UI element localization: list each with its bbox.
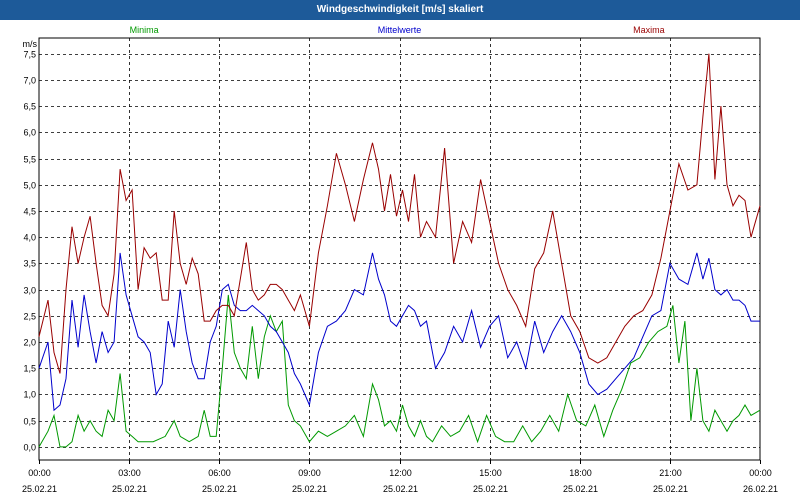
wind-speed-chart: 0,0 0,5 1,0 1,5 2,0 2,5 3,0 3,5 4,0 4,5 5,0 5,5 6,0 6… <box>22 25 778 494</box>
y-tick-label: 5,0 <box>23 181 36 191</box>
legend-label-mittelwerte: Mittelwerte <box>378 25 422 35</box>
x-tick-time-label: 03:00 <box>118 468 141 478</box>
x-tick-date-label: 25.02.21 <box>22 484 57 494</box>
y-tick-label: 4,0 <box>23 233 36 243</box>
y-tick-label: 6,0 <box>23 128 36 138</box>
y-tick-label: 3,5 <box>23 259 36 269</box>
x-tick-date-label: 25.02.21 <box>563 484 598 494</box>
y-axis-label: m/s <box>23 39 38 49</box>
x-tick-date-label: 25.02.21 <box>473 484 508 494</box>
x-tick-date-label: 25.02.21 <box>292 484 327 494</box>
chart-title: Windgeschwindigkeit [m/s] skaliert <box>0 0 800 20</box>
x-tick-date-label: 26.02.21 <box>743 484 778 494</box>
x-tick-time-label: 18:00 <box>569 468 592 478</box>
plot-frame <box>38 37 761 461</box>
x-tick-time-label: 09:00 <box>298 468 321 478</box>
x-tick-date-label: 25.02.21 <box>112 484 147 494</box>
x-tick-date-label: 25.02.21 <box>202 484 237 494</box>
y-tick-label: 7,0 <box>23 76 36 86</box>
y-tick-label: 2,5 <box>23 312 36 322</box>
x-tick-date-label: 25.02.21 <box>653 484 688 494</box>
series-line-maxima <box>38 53 761 374</box>
y-tick-label: 3,0 <box>23 286 36 296</box>
y-tick-label: 0,0 <box>23 443 36 453</box>
legend-label-minima: Minima <box>130 25 159 35</box>
y-tick-label: 0,5 <box>23 417 36 427</box>
series-line-minima <box>38 294 761 448</box>
x-tick-time-label: 12:00 <box>389 468 412 478</box>
legend-label-maxima: Maxima <box>633 25 665 35</box>
x-tick-time-label: 21:00 <box>659 468 682 478</box>
y-tick-label: 2,0 <box>23 338 36 348</box>
x-tick-time-label: 00:00 <box>749 468 772 478</box>
y-tick-label: 5,5 <box>23 155 36 165</box>
y-tick-label: 6,5 <box>23 102 36 112</box>
x-tick-date-label: 25.02.21 <box>383 484 418 494</box>
y-tick-label: 1,0 <box>23 390 36 400</box>
x-tick-time-label: 06:00 <box>208 468 231 478</box>
series-line-mittelwerte <box>38 252 760 412</box>
y-tick-label: 1,5 <box>23 364 36 374</box>
x-tick-time-label: 00:00 <box>28 468 51 478</box>
x-tick-time-label: 15:00 <box>479 468 502 478</box>
y-tick-label: 7,5 <box>23 50 36 60</box>
y-tick-label: 4,5 <box>23 207 36 217</box>
